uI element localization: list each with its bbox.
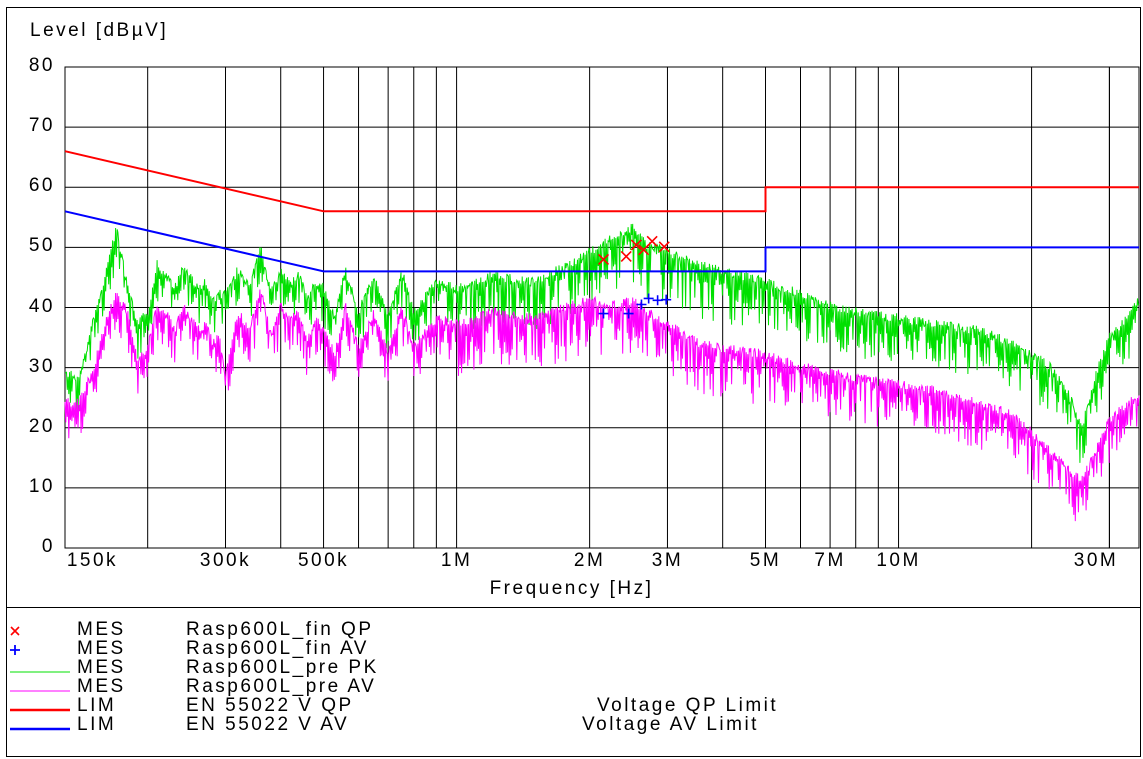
legend-swatch	[10, 727, 70, 731]
av-final-marker	[652, 295, 663, 306]
legend-name: Rasp600L_pre PK	[186, 657, 379, 678]
x-tick-label: 150k	[66, 550, 119, 571]
x-tick-label: 7M	[814, 550, 846, 571]
qp-final-marker	[597, 253, 610, 265]
qp-final-marker	[620, 250, 632, 262]
legend-name: Rasp600L_fin QP	[186, 619, 374, 640]
legend-type: MES	[77, 657, 126, 678]
legend-swatch	[10, 708, 70, 712]
peak-series-line	[64, 223, 1140, 463]
legend-row: LIM EN 55022 V QP Voltage QP Limit	[0, 695, 1143, 717]
legend-name: Rasp600L_pre AV	[186, 676, 377, 697]
y-tick-label: 80	[28, 55, 55, 76]
x-tick-label: 500k	[297, 550, 350, 571]
x-tick-label: 1M	[440, 550, 473, 571]
legend-type: MES	[77, 676, 126, 697]
legend-row: MES Rasp600L_pre AV	[0, 676, 1143, 698]
qp-final-marker	[658, 241, 670, 253]
legend-swatch	[10, 671, 70, 673]
x-axis-label: Frequency [Hz]	[489, 578, 654, 599]
qp-limit-line	[64, 150, 1139, 213]
y-tick-label: 70	[28, 115, 55, 137]
av-final-marker	[636, 299, 647, 310]
average-series-line	[64, 289, 1140, 522]
y-tick-label: 20	[28, 415, 55, 437]
legend-description: Voltage QP Limit	[597, 695, 779, 716]
legend-row: LIM EN 55022 V AV Voltage AV Limit	[0, 714, 1143, 736]
y-tick-label: 60	[28, 175, 55, 197]
legend-swatch	[10, 626, 20, 636]
av-final-marker	[643, 293, 654, 304]
x-tick-label: 30M	[1073, 550, 1119, 571]
av-limit-line	[64, 210, 1139, 273]
y-tick-label: 40	[28, 295, 55, 317]
qp-final-marker	[646, 235, 658, 247]
legend-name: Rasp600L_fin AV	[186, 638, 369, 659]
av-final-marker	[661, 294, 672, 305]
legend-swatch	[10, 645, 20, 655]
x-tick-label: 300k	[199, 550, 252, 571]
y-tick-label: 30	[28, 355, 55, 377]
legend-type: LIM	[77, 714, 117, 735]
legend-description: Voltage AV Limit	[582, 714, 759, 735]
legend-swatch	[10, 690, 70, 692]
legend-row: MES Rasp600L_fin QP	[0, 619, 1143, 641]
y-tick-label: 0	[41, 536, 55, 557]
y-axis-label: Level [dBµV]	[30, 20, 169, 41]
qp-final-marker	[630, 239, 642, 251]
x-tick-label: 10M	[876, 550, 921, 571]
legend-name: EN 55022 V QP	[186, 695, 354, 716]
emc-chart	[64, 66, 1140, 549]
chart-frame	[6, 7, 1141, 757]
legend-row: MES Rasp600L_pre PK	[0, 657, 1143, 679]
x-tick-label: 2M	[573, 550, 606, 571]
legend-name: EN 55022 V AV	[186, 714, 350, 735]
plot-area	[64, 66, 1140, 549]
y-tick-label: 10	[28, 475, 55, 497]
qp-final-marker	[638, 244, 650, 256]
x-tick-label: 3M	[651, 550, 684, 571]
legend-row: MES Rasp600L_fin AV	[0, 638, 1143, 660]
legend-divider	[7, 607, 1141, 608]
legend-type: MES	[77, 638, 126, 659]
av-final-marker	[623, 308, 634, 319]
legend-type: LIM	[77, 695, 117, 716]
av-final-marker	[598, 308, 609, 319]
legend-type: MES	[77, 619, 126, 640]
x-tick-label: 5M	[749, 550, 782, 571]
y-tick-label: 50	[28, 235, 55, 257]
